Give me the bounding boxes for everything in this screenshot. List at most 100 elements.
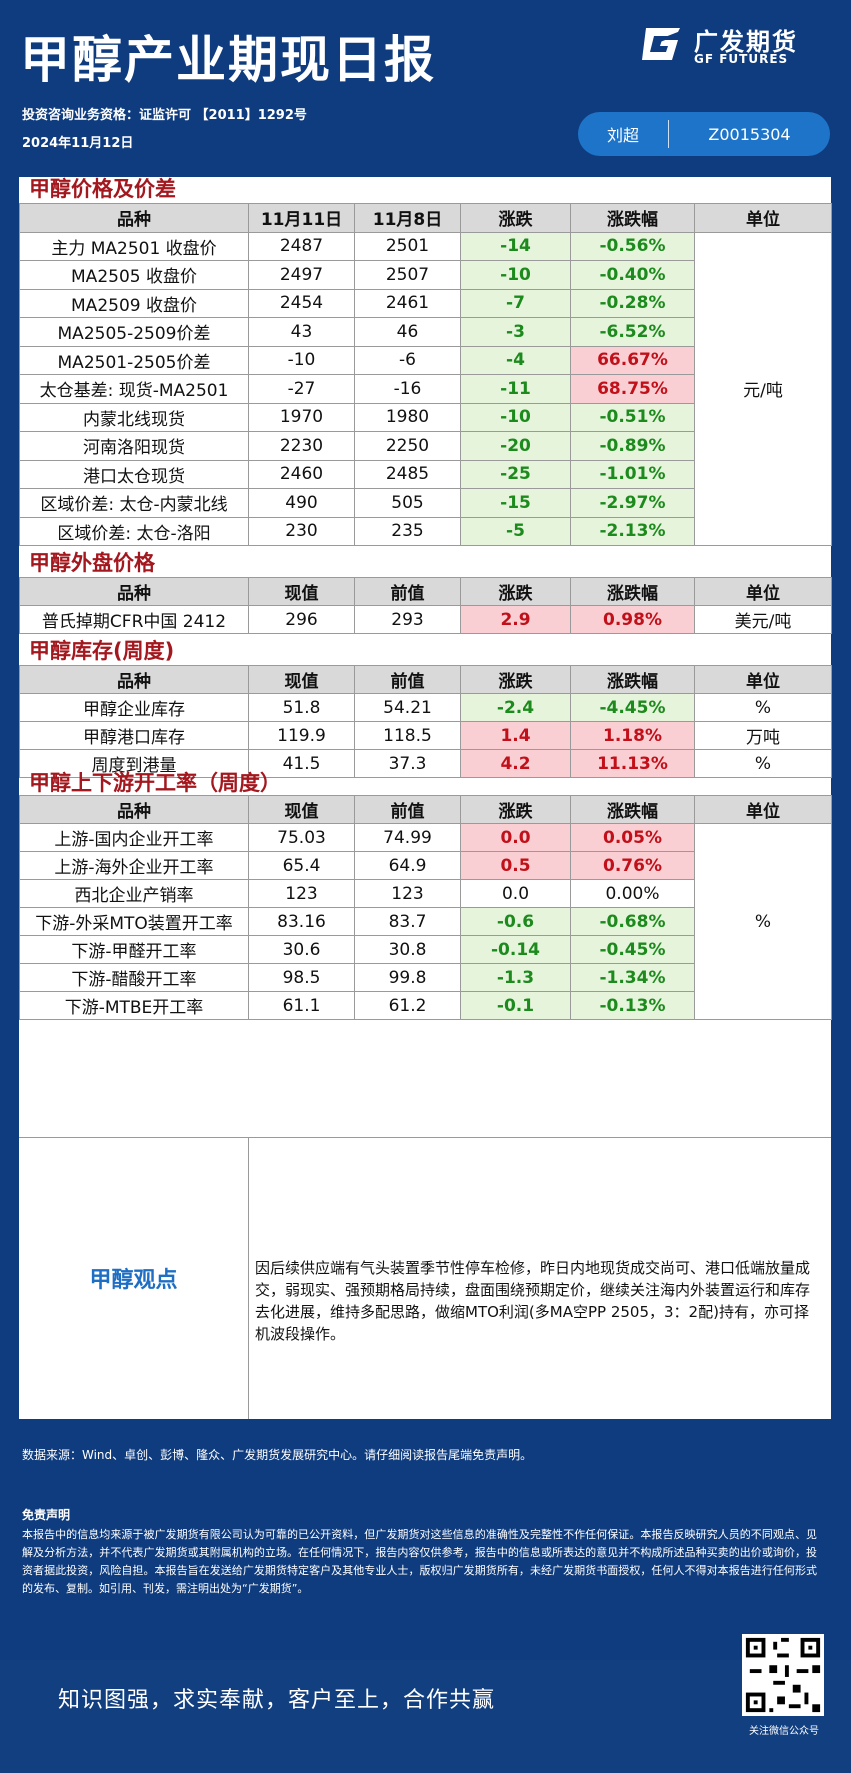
column-header: 品种 bbox=[19, 795, 249, 824]
cell-change-pct: -4.45% bbox=[570, 693, 695, 722]
cell-change-pct: 0.05% bbox=[570, 823, 695, 852]
cell-name: 周度到港量 bbox=[19, 749, 249, 778]
company-motto: 知识图强，求实奉献，客户至上，合作共赢 bbox=[58, 1688, 496, 1713]
gf-futures-logo: 广发期货 GF FUTURES bbox=[636, 18, 806, 70]
column-header: 前值 bbox=[354, 577, 461, 606]
table-row: 区域价差: 太仓-洛阳 230 235 -5 -2.13% bbox=[19, 516, 832, 546]
cell-previous: 235 bbox=[354, 516, 461, 546]
table-row: 下游-甲醛开工率 30.6 30.8 -0.14 -0.45% bbox=[19, 935, 832, 964]
cell-change: -14 bbox=[460, 231, 571, 261]
column-header: 涨跌 bbox=[460, 577, 571, 606]
table-row: 普氏掉期CFR中国 2412 296 293 2.9 0.98% 美元/吨 bbox=[19, 605, 832, 634]
cell-change-pct: 66.67% bbox=[570, 345, 695, 375]
cell-current: 1970 bbox=[248, 402, 355, 432]
cell-current: 61.1 bbox=[248, 991, 355, 1020]
cell-change: -0.14 bbox=[460, 935, 571, 964]
cell-name: 河南洛阳现货 bbox=[19, 431, 249, 461]
cell-change: 2.9 bbox=[460, 605, 571, 634]
cell-current: 2460 bbox=[248, 459, 355, 489]
cell-previous: 37.3 bbox=[354, 749, 461, 778]
column-header: 单位 bbox=[694, 203, 832, 233]
qr-code-icon bbox=[742, 1634, 824, 1716]
cell-current: 2497 bbox=[248, 260, 355, 290]
table-row: 内蒙北线现货 1970 1980 -10 -0.51% bbox=[19, 402, 832, 432]
table-header-row: 品种 11月11日 11月8日 涨跌 涨跌幅 单位 bbox=[19, 203, 832, 233]
cell-previous: 2501 bbox=[354, 231, 461, 261]
cell-current: 2487 bbox=[248, 231, 355, 261]
report-panel: 甲醇价格及价差 品种 11月11日 11月8日 涨跌 涨跌幅 单位 主力 MA2501 收盘… bbox=[19, 177, 832, 1419]
cell-current: 98.5 bbox=[248, 963, 355, 992]
table-row: MA2509 收盘价 2454 2461 -7 -0.28% bbox=[19, 288, 832, 318]
cell-change-pct: 0.76% bbox=[570, 851, 695, 880]
footer-band bbox=[0, 1660, 851, 1773]
price-table: 品种 11月11日 11月8日 涨跌 涨跌幅 单位 主力 MA2501 收盘价 2487 250… bbox=[19, 203, 832, 546]
view-label: 甲醇观点 bbox=[19, 1137, 249, 1419]
cell-previous: -16 bbox=[354, 374, 461, 404]
column-header: 单位 bbox=[694, 577, 832, 606]
external-price-table: 品种 现值 前值 涨跌 涨跌幅 单位 普氏掉期CFR中国 2412 296 293 2.9 0.98… bbox=[19, 577, 832, 634]
cell-change: -10 bbox=[460, 260, 571, 290]
cell-name: MA2509 收盘价 bbox=[19, 288, 249, 318]
operating-rate-table: 品种 现值 前值 涨跌 涨跌幅 单位 上游-国内企业开工率 75.03 74.99 0.0 0.05… bbox=[19, 795, 832, 1020]
cell-change-pct: -0.45% bbox=[570, 935, 695, 964]
inventory-table: 品种 现值 前值 涨跌 涨跌幅 单位 甲醇企业库存 51.8 54.21 -2.4 -4.45%% 甲… bbox=[19, 665, 832, 778]
view-text: 因后续供应端有气头装置季节性停车检修，昨日内地现货成交尚可、港口低端放量成交，弱… bbox=[255, 1259, 811, 1343]
logo-cn-text: 广发期货 bbox=[694, 28, 798, 56]
cell-change-pct: -0.28% bbox=[570, 288, 695, 318]
cell-previous: 83.7 bbox=[354, 907, 461, 936]
cell-current: 43 bbox=[248, 317, 355, 347]
table-row: 上游-国内企业开工率 75.03 74.99 0.0 0.05%% bbox=[19, 823, 832, 1020]
table-row: 周度到港量 41.5 37.3 4.2 11.13%% bbox=[19, 749, 832, 778]
cell-name: 下游-MTBE开工率 bbox=[19, 991, 249, 1020]
cell-name: 普氏掉期CFR中国 2412 bbox=[19, 605, 249, 634]
cell-previous: 2250 bbox=[354, 431, 461, 461]
analyst-name: 刘超 bbox=[606, 126, 639, 145]
column-header: 现值 bbox=[248, 665, 355, 694]
cell-current: 490 bbox=[248, 488, 355, 518]
table-row: MA2505 收盘价 2497 2507 -10 -0.40% bbox=[19, 260, 832, 290]
section-title-price: 甲醇价格及价差 bbox=[29, 177, 176, 201]
column-header: 品种 bbox=[19, 203, 249, 233]
column-header: 11月8日 bbox=[354, 203, 461, 233]
column-header: 现值 bbox=[248, 577, 355, 606]
cell-change-pct: -6.52% bbox=[570, 317, 695, 347]
cell-current: 83.16 bbox=[248, 907, 355, 936]
cell-previous: 61.2 bbox=[354, 991, 461, 1020]
table-row: 主力 MA2501 收盘价 2487 2501 -14 -0.56% 元/吨 bbox=[19, 231, 832, 546]
column-header: 品种 bbox=[19, 577, 249, 606]
column-header: 前值 bbox=[354, 665, 461, 694]
column-header: 单位 bbox=[694, 795, 832, 824]
analyst-divider bbox=[668, 120, 669, 148]
cell-unit: 美元/吨 bbox=[694, 605, 832, 634]
cell-change: -10 bbox=[460, 402, 571, 432]
cell-previous: 2485 bbox=[354, 459, 461, 489]
cell-previous: 46 bbox=[354, 317, 461, 347]
section-title-operating: 甲醇上下游开工率（周度） bbox=[29, 771, 281, 795]
cell-change: -20 bbox=[460, 431, 571, 461]
cell-change-pct: 1.18% bbox=[570, 721, 695, 750]
disclaimer-text: 本报告中的信息均来源于被广发期货有限公司认为可靠的已公开资料，但广发期货对这些信… bbox=[22, 1528, 817, 1595]
cell-change: 0.0 bbox=[460, 823, 571, 852]
qr-label: 关注微信公众号 bbox=[749, 1726, 819, 1737]
license-text: 投资咨询业务资格：证监许可 【2011】1292号 bbox=[22, 108, 307, 123]
cell-name: 甲醇港口库存 bbox=[19, 721, 249, 750]
table-row: 西北企业产销率 123 123 0.0 0.00% bbox=[19, 879, 832, 908]
section-title-inventory: 甲醇库存(周度) bbox=[29, 639, 175, 663]
cell-change-pct: -0.68% bbox=[570, 907, 695, 936]
cell-change: 4.2 bbox=[460, 749, 571, 778]
cell-current: 75.03 bbox=[248, 823, 355, 852]
report-title: 甲醇产业期现日报 bbox=[20, 31, 436, 89]
cell-name: 上游-海外企业开工率 bbox=[19, 851, 249, 880]
cell-current: 123 bbox=[248, 879, 355, 908]
cell-previous: 123 bbox=[354, 879, 461, 908]
cell-change-pct: -0.89% bbox=[570, 431, 695, 461]
analyst-id: Z0015304 bbox=[708, 124, 791, 144]
cell-unit: % bbox=[694, 823, 832, 1020]
table-row: 甲醇港口库存 119.9 118.5 1.4 1.18% 万吨 bbox=[19, 721, 832, 750]
cell-previous: 2461 bbox=[354, 288, 461, 318]
cell-change-pct: 0.00% bbox=[570, 879, 695, 908]
cell-change-pct: -0.56% bbox=[570, 231, 695, 261]
table-row: 下游-MTBE开工率 61.1 61.2 -0.1 -0.13% bbox=[19, 991, 832, 1020]
cell-name: MA2501-2505价差 bbox=[19, 345, 249, 375]
cell-name: 下游-甲醛开工率 bbox=[19, 935, 249, 964]
